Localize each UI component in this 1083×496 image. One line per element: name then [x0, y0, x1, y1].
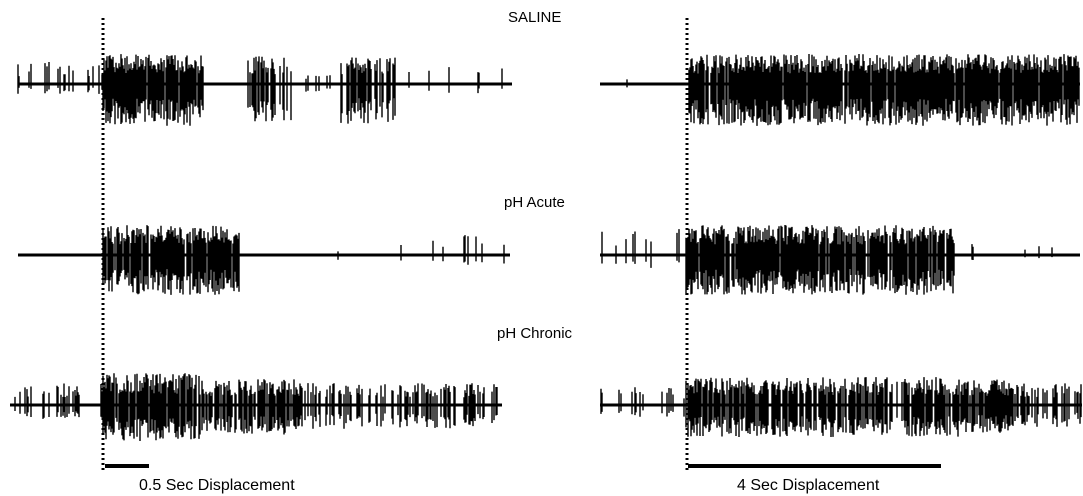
- trace-chronic-right-spikes: [600, 377, 1082, 437]
- trace-saline-right: [600, 54, 1080, 126]
- label-saline: SALINE: [508, 9, 562, 26]
- trace-saline-left: [17, 54, 512, 126]
- trace-chronic-left-spikes: [14, 373, 498, 441]
- trace-acute-right-spikes: [601, 225, 1053, 295]
- trace-acute-right: [600, 225, 1080, 295]
- trace-layer: [10, 54, 1082, 441]
- trace-saline-right-spikes: [626, 54, 1080, 126]
- scale-label-right: 4 Sec Displacement: [737, 477, 880, 494]
- scale-label-left: 0.5 Sec Displacement: [139, 477, 295, 494]
- label-ph-acute: pH Acute: [504, 194, 565, 211]
- label-ph-chronic: pH Chronic: [497, 325, 573, 342]
- trace-chronic-left: [10, 373, 502, 441]
- trace-acute-left: [18, 225, 510, 295]
- stimulus-markers: [101, 18, 689, 470]
- trace-chronic-right: [600, 377, 1082, 437]
- trace-acute-left-spikes: [102, 225, 505, 295]
- trace-saline-left-spikes: [17, 54, 503, 126]
